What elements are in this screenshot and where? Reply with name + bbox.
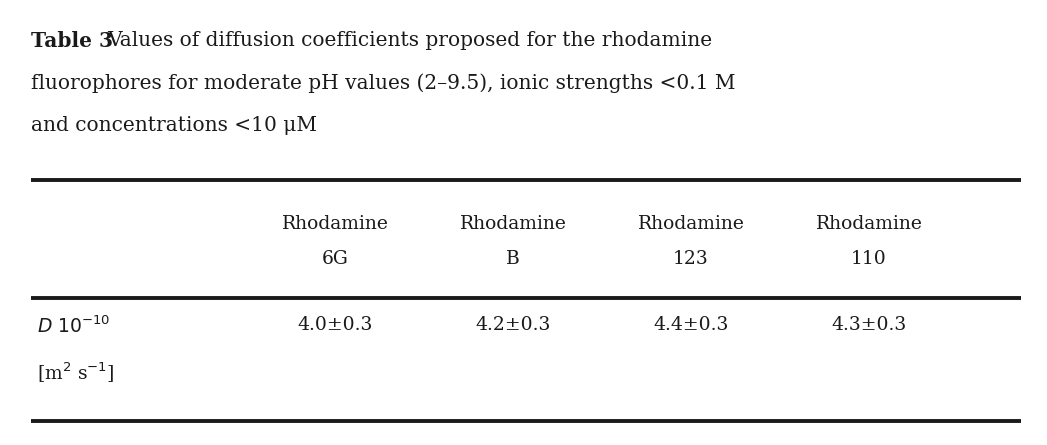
Text: 4.3±0.3: 4.3±0.3: [831, 316, 907, 334]
Text: $D$ $10^{-10}$: $D$ $10^{-10}$: [37, 316, 110, 337]
Text: Rhodamine: Rhodamine: [816, 214, 922, 233]
Text: fluorophores for moderate pH values (2–9.5), ionic strengths <0.1 M: fluorophores for moderate pH values (2–9…: [31, 73, 736, 93]
Text: and concentrations <10 μM: and concentrations <10 μM: [31, 116, 317, 135]
Text: 4.2±0.3: 4.2±0.3: [475, 316, 551, 334]
Text: [m$^2$ s$^{-1}$]: [m$^2$ s$^{-1}$]: [37, 360, 114, 385]
Text: 4.0±0.3: 4.0±0.3: [297, 316, 373, 334]
Text: Rhodamine: Rhodamine: [460, 214, 566, 233]
Text: 110: 110: [851, 250, 887, 268]
Text: Rhodamine: Rhodamine: [638, 214, 744, 233]
Text: Values of diffusion coefficients proposed for the rhodamine: Values of diffusion coefficients propose…: [107, 31, 712, 50]
Text: B: B: [506, 250, 520, 268]
Text: 123: 123: [673, 250, 709, 268]
Text: 6G: 6G: [321, 250, 349, 268]
Text: 4.4±0.3: 4.4±0.3: [653, 316, 729, 334]
Text: Table 3: Table 3: [31, 31, 113, 51]
Text: Rhodamine: Rhodamine: [282, 214, 388, 233]
